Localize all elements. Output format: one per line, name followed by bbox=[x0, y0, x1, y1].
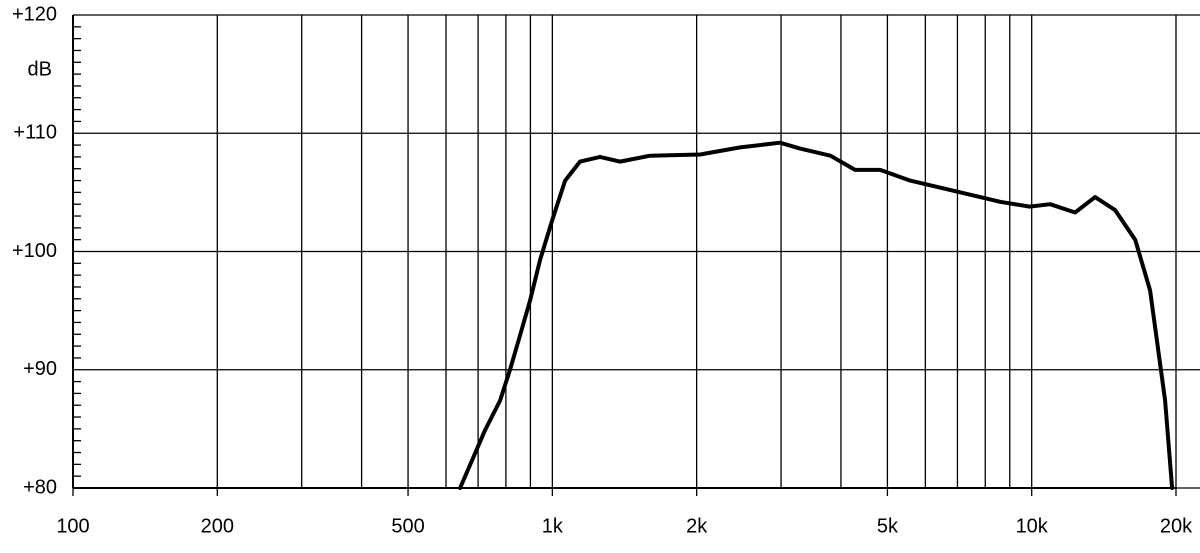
y-tick-label: +120 bbox=[12, 3, 57, 25]
y-tick-label: +90 bbox=[23, 358, 57, 380]
x-tick-label: 200 bbox=[201, 515, 234, 537]
y-tick-label: +100 bbox=[12, 240, 57, 262]
response-curve bbox=[458, 140, 1175, 490]
x-tick-label: 20k bbox=[1160, 515, 1193, 537]
y-axis-label: dB bbox=[28, 58, 52, 80]
y-tick-label: +110 bbox=[13, 122, 57, 144]
x-tick-label: 2k bbox=[686, 515, 708, 537]
x-tick-label: 5k bbox=[877, 515, 899, 537]
x-tick-label: 10k bbox=[1016, 515, 1049, 537]
x-tick-label: 1k bbox=[542, 515, 564, 537]
y-tick-label: +80 bbox=[23, 476, 57, 498]
x-tick-label: 500 bbox=[391, 515, 424, 537]
x-tick-label: 100 bbox=[56, 515, 89, 537]
